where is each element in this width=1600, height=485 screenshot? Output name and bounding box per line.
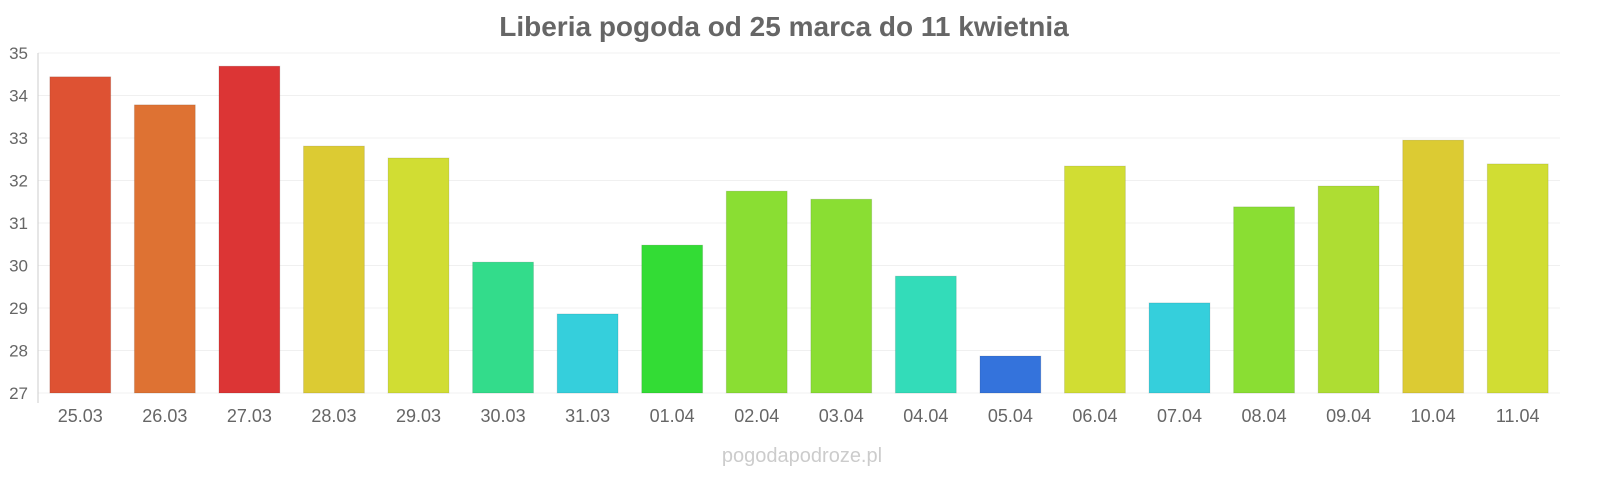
bar [1317, 185, 1380, 394]
y-tick-label: 34 [9, 87, 28, 106]
watermark: pogodapodroze.pl [722, 445, 882, 467]
y-tick-label: 29 [9, 299, 28, 318]
x-tick-label: 27.03 [227, 406, 272, 426]
chart-title: Liberia pogoda od 25 marca do 11 kwietni… [499, 11, 1069, 42]
x-tick-label: 10.04 [1411, 406, 1456, 426]
x-tick-label: 02.04 [734, 406, 779, 426]
x-tick-label: 29.03 [396, 406, 441, 426]
y-tick-label: 35 [9, 44, 28, 63]
x-tick-label: 26.03 [142, 406, 187, 426]
bar [894, 275, 957, 394]
bar [556, 313, 619, 394]
bar [472, 261, 534, 394]
x-tick-label: 25.03 [58, 406, 103, 426]
bar [218, 65, 281, 394]
bar [133, 104, 196, 394]
y-tick-label: 32 [9, 172, 28, 191]
x-tick-label: 04.04 [903, 406, 948, 426]
x-tick-label: 09.04 [1326, 406, 1371, 426]
bar [810, 198, 873, 394]
x-tick-label: 05.04 [988, 406, 1033, 426]
bar [1233, 206, 1295, 394]
bar [1402, 139, 1465, 394]
x-tick-label: 11.04 [1496, 406, 1540, 426]
bar [1064, 165, 1126, 394]
bar [979, 355, 1042, 394]
bar [1486, 163, 1549, 394]
y-tick-label: 33 [9, 129, 28, 148]
bar [49, 76, 112, 394]
x-tick-label: 01.04 [650, 406, 695, 426]
bar [387, 157, 450, 394]
y-tick-label: 27 [9, 384, 28, 403]
x-tick-label: 06.04 [1072, 406, 1117, 426]
bar [1148, 302, 1211, 394]
x-tick-label: 30.03 [481, 406, 526, 426]
x-tick-label: 28.03 [311, 406, 356, 426]
y-tick-label: 31 [9, 214, 28, 233]
bar [725, 190, 788, 394]
x-tick-label: 08.04 [1242, 406, 1287, 426]
x-tick-label: 31.03 [565, 406, 610, 426]
y-tick-label: 28 [9, 342, 28, 361]
y-tick-label: 30 [9, 257, 28, 276]
bar [303, 145, 365, 394]
x-tick-label: 07.04 [1157, 406, 1202, 426]
bar [641, 244, 704, 394]
x-tick-label: 03.04 [819, 406, 864, 426]
